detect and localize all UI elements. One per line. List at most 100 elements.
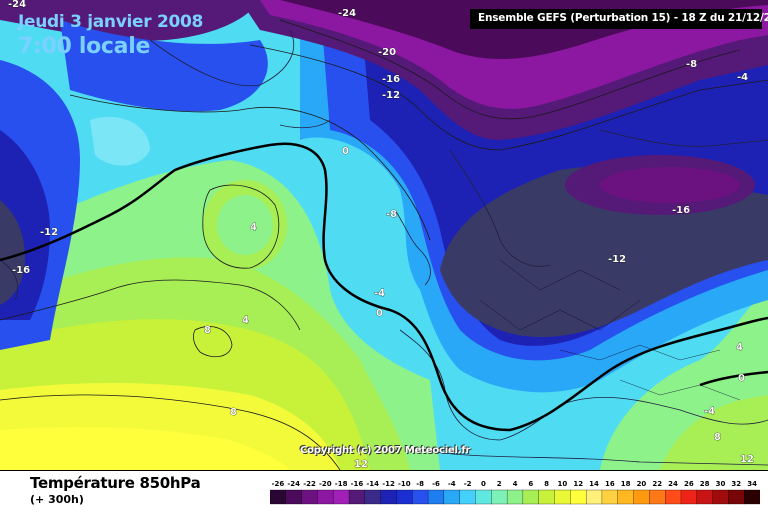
isotherm-label: -24	[8, 0, 26, 10]
copyright-text: Copyright (c) 2007 Meteociel.fr	[300, 445, 471, 456]
isotherm-label: -24	[338, 8, 356, 19]
temperature-850hpa-map: -24 -24 -20 -16 -12 -8 -4 0 -8 -16 -12 -12 -16 4 4 8 8 -4…	[0, 0, 768, 470]
legend-swatch	[285, 489, 302, 505]
isotherm-zero-east	[699, 370, 768, 387]
legend-swatch	[649, 489, 666, 505]
legend-swatch	[364, 489, 381, 505]
legend-swatch	[617, 489, 634, 505]
legend-swatch	[570, 489, 587, 505]
coastline-north-africa	[419, 449, 768, 466]
isotherm-plus-four	[0, 279, 301, 331]
legend-swatch	[601, 489, 619, 505]
legend-value: -20	[319, 480, 332, 488]
isotherm-label: 12	[740, 454, 754, 465]
legend-swatch	[554, 489, 571, 505]
isotherm-label: -16	[12, 265, 30, 276]
legend-value: 4	[513, 480, 518, 488]
run-info-box	[470, 9, 762, 29]
border-line-c	[559, 344, 721, 361]
isotherm-labels: -24 -24 -20 -16 -12 -8 -4 0 -8 -16 -12 -12 -16 4 4 8 8 -4…	[8, 0, 755, 470]
coastline-scandinavia	[449, 149, 551, 267]
legend-value: 12	[573, 480, 583, 488]
isotherm-label: -16	[672, 205, 690, 216]
isotherm-plus-four-ring	[202, 184, 280, 269]
coastline-iceland	[279, 119, 331, 129]
isotherm-label: -4	[737, 72, 748, 83]
isotherm-label: -20	[378, 47, 396, 58]
isotherm-label: -16	[382, 74, 400, 85]
legend-swatch	[475, 489, 492, 505]
isotherm-label: -8	[686, 59, 697, 70]
zone-east-warmer	[660, 395, 768, 470]
legend-swatch	[712, 489, 729, 505]
coastline-mediterranean	[559, 397, 768, 425]
legend-value: 30	[716, 480, 726, 488]
zone-east-violet-core	[600, 167, 740, 203]
legend-value: 22	[652, 480, 662, 488]
borders	[479, 259, 741, 401]
legend-value: 24	[668, 480, 678, 488]
legend-swatch	[380, 489, 397, 505]
parameter-title: Température 850hPa	[30, 474, 201, 492]
zone-west-core	[0, 200, 25, 305]
legend-swatch	[696, 489, 713, 505]
isotherm-minus-twelve	[69, 94, 431, 241]
legend-swatch	[728, 489, 745, 505]
coastline-newfoundland	[0, 259, 19, 301]
legend-swatch	[348, 489, 366, 505]
legend-value: 20	[637, 480, 647, 488]
legend-value: -24	[287, 480, 300, 488]
legend-value: -12	[382, 480, 395, 488]
isotherm-plus-eight-ring	[193, 326, 233, 358]
legend-value: -16	[351, 480, 364, 488]
legend-value: 32	[731, 480, 741, 488]
isotherm-label: -12	[40, 227, 58, 238]
border-line-d	[619, 379, 741, 401]
legend-swatch	[333, 489, 350, 505]
isotherm-minus-sixteen	[249, 44, 768, 151]
legend-value: -26	[272, 480, 285, 488]
zone-light-patch	[90, 116, 150, 166]
legend-value: -18	[335, 480, 348, 488]
legend-value: 34	[747, 480, 757, 488]
coastlines	[0, 29, 768, 466]
isotherm-label: 4	[736, 342, 743, 353]
legend-swatch	[506, 489, 524, 505]
isotherm-label: 4	[242, 315, 249, 326]
legend-value: 6	[528, 480, 533, 488]
legend-value: 28	[700, 480, 710, 488]
lead-time: (+ 300h)	[30, 493, 84, 506]
legend-swatch	[317, 489, 334, 505]
legend-value: -6	[432, 480, 440, 488]
isotherm-label: -4	[704, 406, 715, 417]
legend-value: 8	[544, 480, 549, 488]
legend-swatch	[396, 489, 413, 505]
isotherm-label: 0	[738, 373, 745, 384]
isotherm-label: 8	[714, 432, 721, 443]
legend-swatch	[585, 489, 603, 505]
legend-value: -4	[448, 480, 456, 488]
isotherm-label: 8	[230, 407, 237, 418]
legend-swatch	[538, 489, 555, 505]
isotherm-label: -12	[608, 254, 626, 265]
isotherm-label: -4	[374, 288, 385, 299]
zone-plus-twelve	[0, 427, 290, 470]
legend-value: -14	[366, 480, 379, 488]
legend-swatch	[680, 489, 698, 505]
border-line-a	[479, 299, 641, 331]
coastline-greenland	[149, 29, 295, 87]
legend-value: -22	[303, 480, 316, 488]
legend-swatch	[270, 489, 287, 505]
legend-value: 2	[497, 480, 502, 488]
legend-swatch	[744, 489, 760, 505]
legend-value: 10	[558, 480, 568, 488]
isotherm-label: 8	[204, 325, 211, 336]
legend-swatch	[412, 489, 429, 505]
isotherm-label: 4	[250, 222, 257, 233]
legend-value: -2	[464, 480, 472, 488]
zone-atlantic-blob-core	[217, 195, 273, 255]
isotherm-label: -8	[386, 209, 397, 220]
legend-value: 16	[605, 480, 615, 488]
legend-swatch	[443, 489, 461, 505]
